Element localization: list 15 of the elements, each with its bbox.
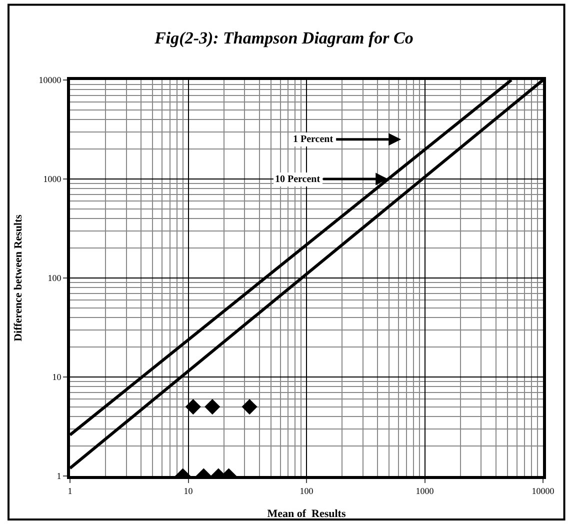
chart-title: Fig(2-3): Thampson Diagram for Co bbox=[154, 28, 414, 48]
x-tick-label: 100 bbox=[300, 486, 314, 496]
x-tick-label: 10 bbox=[184, 486, 194, 496]
y-axis-title: Difference between Results bbox=[12, 214, 24, 342]
y-tick-label: 10 bbox=[52, 372, 62, 382]
x-tick-label: 1 bbox=[68, 486, 72, 496]
annotation: 10 Percent bbox=[275, 174, 321, 185]
y-tick-label: 1 bbox=[56, 471, 62, 482]
y-tick-label: 100 bbox=[48, 273, 62, 284]
x-tick-label: 1000 bbox=[416, 486, 434, 496]
y-tick-label: 1000 bbox=[43, 174, 62, 184]
x-axis-title: Mean of Results bbox=[267, 508, 346, 520]
y-tick-label: 10000 bbox=[38, 75, 62, 86]
annotation: 1 Percent bbox=[293, 134, 334, 145]
x-tick-label: 10000 bbox=[532, 486, 555, 496]
